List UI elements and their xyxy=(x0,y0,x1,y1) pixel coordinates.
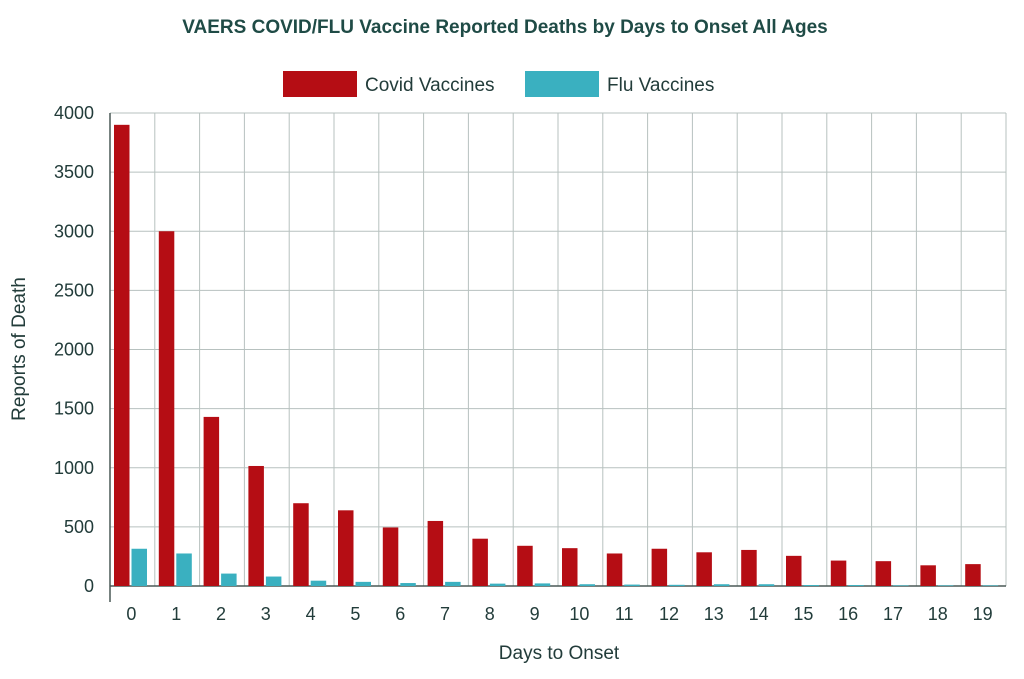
bar-covid xyxy=(696,552,712,586)
y-tick-label: 500 xyxy=(64,517,94,537)
bar-covid xyxy=(517,545,533,586)
x-tick-label: 3 xyxy=(261,604,271,624)
bar-flu xyxy=(176,553,192,586)
bar-covid xyxy=(338,510,354,586)
bar-flu xyxy=(758,584,775,586)
bar-covid xyxy=(786,555,802,586)
bar-covid xyxy=(248,465,264,586)
y-tick-label: 4000 xyxy=(54,103,94,123)
x-tick-label: 4 xyxy=(306,604,316,624)
x-tick-label: 14 xyxy=(749,604,769,624)
bar-flu xyxy=(893,585,909,586)
x-tick-label: 1 xyxy=(171,604,181,624)
bar-flu xyxy=(400,583,416,586)
y-tick-label: 3000 xyxy=(54,221,94,241)
bar-flu xyxy=(355,581,371,586)
bar-covid xyxy=(203,416,220,586)
bar-flu xyxy=(489,583,506,586)
bar-flu xyxy=(624,584,640,586)
bar-flu xyxy=(265,576,282,586)
y-tick-label: 3500 xyxy=(54,162,94,182)
chart-title: VAERS COVID/FLU Vaccine Reported Deaths … xyxy=(182,17,827,38)
legend-swatch-flu xyxy=(525,71,599,97)
bar-flu xyxy=(579,584,595,586)
bar-flu xyxy=(534,583,551,586)
x-tick-label: 10 xyxy=(569,604,589,624)
x-tick-label: 16 xyxy=(838,604,858,624)
bar-covid xyxy=(382,527,399,586)
y-tick-label: 1000 xyxy=(54,458,94,478)
bar-flu xyxy=(445,581,461,586)
bars xyxy=(114,124,999,586)
x-tick-label: 7 xyxy=(440,604,450,624)
bar-covid xyxy=(920,565,936,586)
bar-covid xyxy=(875,561,892,586)
y-tick-label: 0 xyxy=(84,576,94,596)
bar-covid xyxy=(158,231,175,586)
x-tick-label: 9 xyxy=(530,604,540,624)
y-tick-label: 1500 xyxy=(54,399,94,419)
y-axis-label: Reports of Death xyxy=(9,277,30,421)
bar-covid xyxy=(562,548,578,586)
bar-covid xyxy=(472,538,488,586)
x-tick-label: 13 xyxy=(704,604,724,624)
x-tick-label: 11 xyxy=(615,604,634,624)
legend: Covid Vaccines Flu Vaccines xyxy=(283,71,714,97)
x-tick-label: 5 xyxy=(350,604,360,624)
bar-flu xyxy=(713,584,730,586)
x-tick-label: 8 xyxy=(485,604,495,624)
bar-covid xyxy=(114,124,130,586)
x-axis-label: Days to Onset xyxy=(499,643,620,664)
bar-flu xyxy=(982,585,999,586)
bar-covid xyxy=(427,520,444,586)
x-tick-label: 15 xyxy=(793,604,813,624)
bar-covid xyxy=(965,564,981,586)
legend-swatch-covid xyxy=(283,71,357,97)
bar-flu xyxy=(131,548,147,586)
x-tick-label: 17 xyxy=(883,604,903,624)
bar-flu xyxy=(848,585,864,586)
bar-covid xyxy=(606,553,623,586)
x-tick-label: 2 xyxy=(216,604,226,624)
legend-label-flu: Flu Vaccines xyxy=(607,75,714,96)
bar-flu xyxy=(803,585,819,586)
bar-covid xyxy=(293,503,309,586)
grid xyxy=(110,112,1007,586)
bar-flu xyxy=(937,585,954,586)
y-tick-label: 2500 xyxy=(54,280,94,300)
bar-flu xyxy=(221,573,237,586)
bar-flu xyxy=(669,584,685,586)
y-tick-label: 2000 xyxy=(54,340,94,360)
x-tick-label: 6 xyxy=(395,604,405,624)
bar-covid xyxy=(651,548,668,586)
bar-covid xyxy=(741,549,757,586)
legend-label-covid: Covid Vaccines xyxy=(365,75,495,96)
x-tick-label: 18 xyxy=(928,604,948,624)
bar-flu xyxy=(310,580,327,586)
x-tick-label: 19 xyxy=(973,604,993,624)
bar-covid xyxy=(830,560,847,586)
x-tick-label: 12 xyxy=(659,604,679,624)
x-tick-label: 0 xyxy=(126,604,136,624)
